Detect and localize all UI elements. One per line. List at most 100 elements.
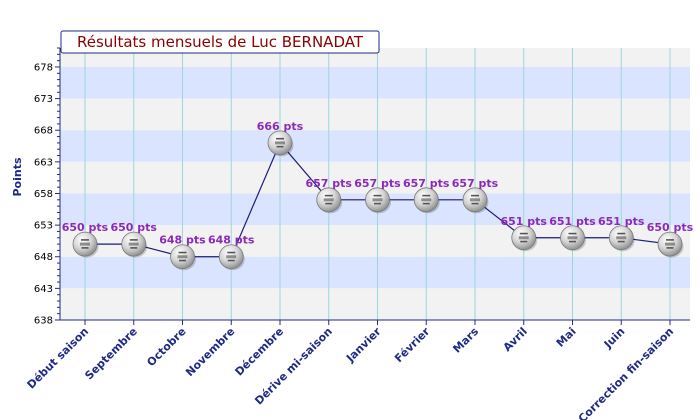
x-tick-label: Début saison (25, 325, 92, 392)
data-point (316, 187, 343, 214)
ball-mark-top (129, 239, 138, 241)
data-point (365, 187, 391, 214)
plot-band (60, 256, 690, 289)
ball-mark-bottom (520, 240, 528, 243)
ball-mark-bottom (130, 247, 138, 249)
ball-mark-bottom (374, 202, 381, 205)
data-point (121, 231, 148, 258)
ball-mark-mid (323, 198, 334, 202)
ball-mark-mid (567, 236, 578, 240)
x-tick-label: Décembre (233, 325, 287, 379)
ball-mark-bottom (422, 202, 430, 205)
point-label: 650 pts (647, 221, 694, 234)
data-points (72, 130, 684, 271)
ball-mark-bottom (617, 240, 625, 243)
plot-band (60, 225, 690, 257)
ball-mark-mid (616, 236, 627, 240)
y-tick-labels: 638 643 648 653 658 663 668 673 678 (34, 62, 53, 326)
ball-mark-top (324, 194, 333, 197)
point-label: 648 pts (208, 234, 255, 247)
x-tick-label: Février (392, 325, 433, 366)
point-label: 657 pts (452, 177, 499, 190)
ball-mark-top (422, 194, 431, 197)
axes (55, 47, 690, 325)
point-label: 657 pts (306, 177, 353, 190)
ball-mark-top (81, 239, 89, 241)
ball-mark-top (373, 194, 382, 197)
ball-mark-bottom (569, 240, 576, 243)
ball-mark-mid (80, 242, 90, 246)
point-label: 650 pts (111, 221, 158, 234)
plot-band (60, 66, 690, 99)
data-point (608, 225, 635, 252)
y-tick-label: 663 (34, 157, 53, 168)
vertical-gridlines (84, 48, 671, 320)
ball-mark-top (519, 232, 528, 235)
point-label: 657 pts (403, 177, 450, 190)
ball-mark-top (666, 239, 674, 241)
x-tick-label: Mai (554, 325, 579, 350)
y-tick-label: 658 (34, 189, 53, 200)
ball-mark-top (276, 137, 284, 140)
plot-band (60, 98, 690, 131)
data-point (462, 187, 489, 214)
y-tick-label: 673 (34, 94, 53, 105)
ball-mark-top (471, 194, 479, 197)
point-label: 666 pts (257, 120, 304, 133)
ball-mark-top (178, 251, 187, 254)
ball-mark-top (617, 232, 626, 235)
data-point (511, 225, 538, 252)
point-label: 651 pts (598, 215, 645, 228)
x-tick-label: Mars (450, 325, 481, 356)
ball-mark-mid (275, 141, 285, 145)
ball-mark-bottom (325, 202, 333, 205)
ball-mark-mid (177, 255, 188, 259)
plot-band (60, 130, 690, 162)
point-label: 650 pts (62, 221, 109, 234)
y-tick-label: 653 (34, 221, 53, 232)
y-tick-label: 643 (34, 284, 53, 295)
ball-mark-mid (226, 255, 237, 259)
ball-mark-bottom (227, 259, 235, 262)
data-point (72, 231, 99, 258)
y-tick-label: 678 (34, 62, 53, 73)
y-axis-label: Points (11, 157, 24, 196)
y-tick-label: 638 (34, 316, 53, 327)
data-point (267, 130, 294, 157)
x-tick-label: Novembre (183, 325, 237, 379)
ball-mark-bottom (276, 145, 284, 148)
y-tick-label: 648 (34, 252, 53, 263)
ball-mark-mid (128, 242, 139, 246)
y-tick-label: 668 (34, 126, 53, 137)
ball-mark-top (227, 251, 236, 254)
point-label: 648 pts (159, 234, 206, 247)
x-tick-label: Avril (501, 325, 530, 354)
x-tick-label: Correction fin-saison (576, 325, 676, 420)
ball-mark-bottom (179, 259, 186, 262)
chart-title: Résultats mensuels de Luc BERNADAT (77, 33, 364, 51)
ball-mark-mid (470, 198, 480, 202)
ball-mark-bottom (81, 247, 89, 249)
ball-mark-mid (518, 236, 529, 240)
ball-mark-top (568, 232, 577, 235)
data-point (170, 244, 196, 271)
ball-mark-bottom (471, 202, 479, 205)
data-point (560, 225, 586, 252)
chart-title-box: Résultats mensuels de Luc BERNADAT (60, 30, 380, 54)
plot-band (60, 288, 690, 320)
data-point (657, 231, 684, 258)
x-tick-label: Octobre (144, 325, 188, 369)
ball-mark-mid (372, 198, 383, 202)
data-point (218, 244, 245, 271)
point-label: 657 pts (354, 177, 401, 190)
point-label: 651 pts (549, 215, 596, 228)
x-tick-label: Septembre (82, 325, 139, 382)
ball-mark-bottom (666, 247, 674, 249)
ball-mark-mid (665, 242, 675, 246)
point-label: 651 pts (501, 215, 548, 228)
x-tick-label: Janvier (343, 325, 384, 366)
data-point (413, 187, 440, 214)
